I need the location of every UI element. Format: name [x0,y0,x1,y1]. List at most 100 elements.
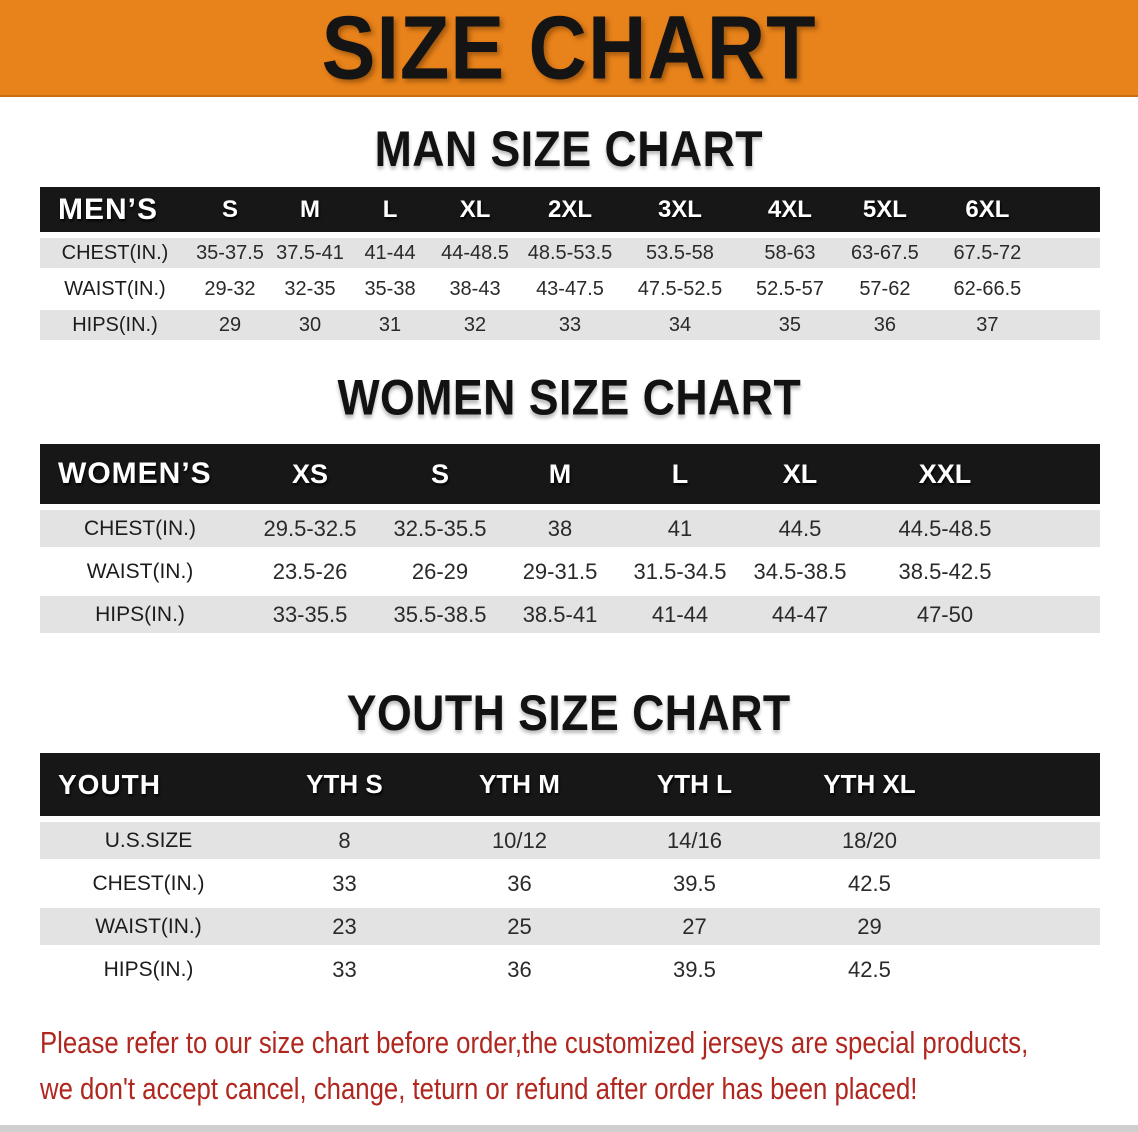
cell: 31.5-34.5 [620,553,740,590]
cell: 48.5-53.5 [520,238,620,268]
cell: 42.5 [781,951,957,988]
cell: 62-66.5 [929,274,1045,304]
men-col-header-4xl: 4XL [739,187,840,232]
youth-col-header-s: YTH S [256,753,432,816]
men-col-header-l: L [350,187,431,232]
cell: 14/16 [606,822,782,859]
table-spacer-cell [956,865,1100,902]
row-label: HIPS(IN.) [40,310,190,340]
men-col-header-5xl: 5XL [839,187,930,232]
cell: 38 [500,510,620,547]
cell: 44-47 [739,596,860,633]
cell: 30 [270,310,351,340]
women-waist-row: WAIST(IN.) 23.5-26 26-29 29-31.5 31.5-34… [40,553,1100,590]
cell: 41-44 [620,596,740,633]
cell: 44.5 [739,510,860,547]
cell: 57-62 [839,274,930,304]
cell: 38.5-42.5 [859,553,1030,590]
cell: 58-63 [739,238,840,268]
cell: 23.5-26 [240,553,381,590]
men-chest-row: CHEST(IN.) 35-37.5 37.5-41 41-44 44-48.5… [40,238,1100,268]
cell: 29.5-32.5 [240,510,381,547]
banner: SIZE CHART [0,0,1138,97]
cell: 47.5-52.5 [619,274,740,304]
table-spacer-cell [956,951,1100,988]
cell: 42.5 [781,865,957,902]
cell: 25 [431,908,607,945]
cell: 29-31.5 [500,553,620,590]
cell: 43-47.5 [520,274,620,304]
cell: 38.5-41 [500,596,620,633]
table-spacer-cell [956,753,1100,816]
cell: 34 [619,310,740,340]
cell: 52.5-57 [739,274,840,304]
cell: 33-35.5 [240,596,381,633]
men-header-row: MEN’S S M L XL 2XL 3XL 4XL 5XL 6XL [40,187,1100,232]
cell: 33 [256,951,432,988]
men-waist-row: WAIST(IN.) 29-32 32-35 35-38 38-43 43-47… [40,274,1100,304]
youth-header-row: YOUTH YTH S YTH M YTH L YTH XL [40,753,1100,816]
cell: 33 [520,310,620,340]
cell: 27 [606,908,782,945]
youth-hips-row: HIPS(IN.) 33 36 39.5 42.5 [40,951,1100,988]
cell: 38-43 [430,274,521,304]
cell: 23 [256,908,432,945]
row-label: HIPS(IN.) [40,596,241,633]
youth-size-table: YOUTH YTH S YTH M YTH L YTH XL U.S.SIZE … [40,747,1100,994]
men-col-header-xl: XL [430,187,521,232]
youth-col-header-l: YTH L [606,753,782,816]
table-spacer-cell [1029,444,1100,504]
women-col-header-s: S [380,444,501,504]
women-hips-row: HIPS(IN.) 33-35.5 35.5-38.5 38.5-41 41-4… [40,596,1100,633]
women-col-header-l: L [620,444,740,504]
row-label: WAIST(IN.) [40,553,241,590]
row-label: WAIST(IN.) [40,274,190,304]
cell: 36 [431,865,607,902]
cell: 39.5 [606,951,782,988]
youth-ussize-row: U.S.SIZE 8 10/12 14/16 18/20 [40,822,1100,859]
youth-section-title: YOUTH SIZE CHART [0,685,1138,742]
men-hips-row: HIPS(IN.) 29 30 31 32 33 34 35 36 37 [40,310,1100,340]
cell: 44-48.5 [430,238,521,268]
men-col-header-6xl: 6XL [929,187,1045,232]
table-spacer-cell [1029,553,1100,590]
women-corner-label: WOMEN’S [40,444,241,504]
women-col-header-xl: XL [739,444,860,504]
youth-corner-label: YOUTH [40,753,257,816]
youth-col-header-xl: YTH XL [781,753,957,816]
row-label: HIPS(IN.) [40,951,257,988]
table-spacer-cell [1029,596,1100,633]
men-section-title-text: MAN SIZE CHART [374,121,764,178]
men-col-header-m: M [270,187,351,232]
row-label: WAIST(IN.) [40,908,257,945]
cell: 39.5 [606,865,782,902]
disclaimer-line-2: we don't accept cancel, change, teturn o… [40,1071,918,1106]
youth-col-header-m: YTH M [431,753,607,816]
men-section-title: MAN SIZE CHART [0,121,1138,178]
cell: 35.5-38.5 [380,596,501,633]
row-label: U.S.SIZE [40,822,257,859]
youth-section-title-text: YOUTH SIZE CHART [347,685,791,742]
banner-title: SIZE CHART [321,0,817,98]
cell: 10/12 [431,822,607,859]
women-col-header-xxl: XXL [859,444,1030,504]
cell: 41-44 [350,238,431,268]
men-col-header-3xl: 3XL [619,187,740,232]
women-section-title: WOMEN SIZE CHART [0,370,1138,427]
men-size-table: MEN’S S M L XL 2XL 3XL 4XL 5XL 6XL CHEST… [40,181,1100,346]
row-label: CHEST(IN.) [40,510,241,547]
cell: 37.5-41 [270,238,351,268]
cell: 34.5-38.5 [739,553,860,590]
cell: 53.5-58 [619,238,740,268]
row-label: CHEST(IN.) [40,238,190,268]
cell: 32 [430,310,521,340]
cell: 35 [739,310,840,340]
youth-waist-row: WAIST(IN.) 23 25 27 29 [40,908,1100,945]
women-section-title-text: WOMEN SIZE CHART [337,370,801,427]
table-spacer-cell [1044,274,1100,304]
women-col-header-m: M [500,444,620,504]
bottom-edge-strip [0,1125,1138,1132]
cell: 18/20 [781,822,957,859]
cell: 33 [256,865,432,902]
